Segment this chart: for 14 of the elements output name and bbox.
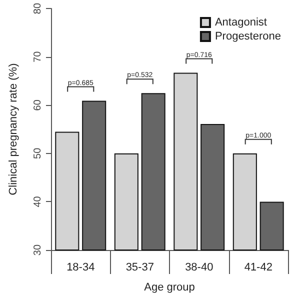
y-tick-label: 40 bbox=[32, 196, 44, 208]
x-tick-label: 41-42 bbox=[244, 262, 272, 274]
y-tick-label: 60 bbox=[32, 99, 44, 111]
y-axis-title: Clinical pregnancy rate (%) bbox=[8, 63, 20, 196]
x-tick-label: 38-40 bbox=[185, 262, 214, 274]
x-tick-label: 35-37 bbox=[126, 262, 154, 274]
y-tick-label: 50 bbox=[32, 147, 44, 159]
y-tick-label: 80 bbox=[32, 2, 44, 14]
legend-label: Antagonist bbox=[214, 16, 267, 28]
x-axis-title: Age group bbox=[144, 282, 195, 294]
y-tick-label: 30 bbox=[32, 244, 44, 256]
y-tick-label: 70 bbox=[32, 50, 44, 62]
x-tick-label: 18-34 bbox=[66, 262, 95, 274]
legend-label: Progesterone bbox=[214, 30, 282, 42]
